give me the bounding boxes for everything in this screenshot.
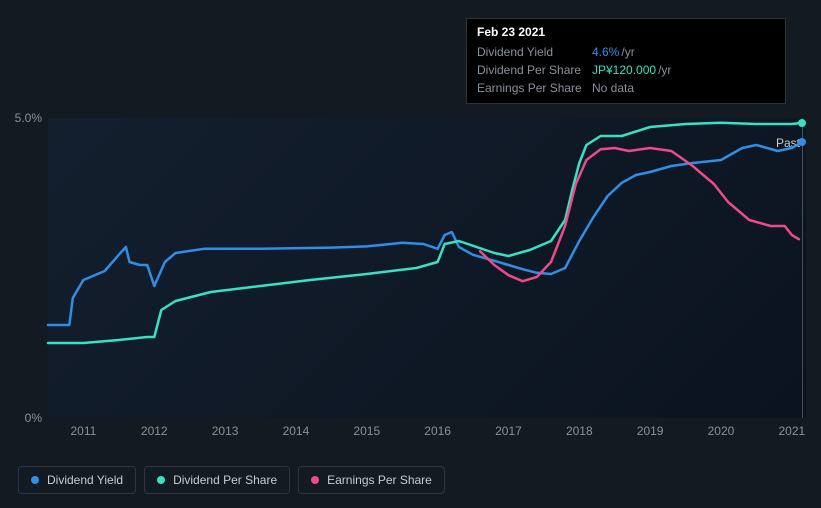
dividend-chart: Feb 23 2021 Dividend Yield4.6% /yrDivide…	[0, 0, 821, 508]
x-axis-label: 2012	[141, 424, 168, 438]
x-axis-label: 2015	[353, 424, 380, 438]
x-axis-label: 2019	[637, 424, 664, 438]
legend-dot-icon	[157, 476, 165, 484]
tooltip-row: Dividend Per ShareJP¥120.000 /yr	[477, 61, 775, 79]
tooltip-row-value: 4.6%	[592, 45, 619, 59]
chart-legend: Dividend Yield Dividend Per Share Earnings…	[18, 466, 445, 494]
legend-label: Earnings Per Share	[327, 473, 432, 487]
tooltip-row-label: Dividend Yield	[477, 45, 592, 59]
tooltip-date: Feb 23 2021	[477, 25, 775, 39]
plot-area[interactable]: Past 0%5.0%20112012201320142015201620172…	[48, 118, 806, 418]
x-axis-label: 2011	[71, 424, 97, 438]
x-axis-label: 2020	[708, 424, 735, 438]
legend-item[interactable]: Earnings Per Share	[298, 466, 445, 494]
series-end-dot	[798, 138, 806, 146]
tooltip-row-value: No data	[592, 81, 634, 95]
y-axis-label: 0%	[25, 411, 42, 425]
tooltip-row-unit: /yr	[621, 45, 634, 59]
legend-dot-icon	[31, 476, 39, 484]
legend-label: Dividend Yield	[47, 473, 123, 487]
chart-lines	[48, 118, 806, 418]
tooltip-row: Dividend Yield4.6% /yr	[477, 43, 775, 61]
x-axis-label: 2021	[778, 424, 805, 438]
x-axis-label: 2018	[566, 424, 593, 438]
tooltip-row-label: Dividend Per Share	[477, 63, 592, 77]
legend-item[interactable]: Dividend Per Share	[144, 466, 290, 494]
legend-label: Dividend Per Share	[173, 473, 277, 487]
legend-dot-icon	[311, 476, 319, 484]
x-axis-label: 2014	[283, 424, 310, 438]
series-end-dot	[798, 119, 806, 127]
tooltip-row-unit: /yr	[658, 63, 671, 77]
legend-item[interactable]: Dividend Yield	[18, 466, 136, 494]
tooltip-row-value: JP¥120.000	[592, 63, 656, 77]
tooltip-row: Earnings Per ShareNo data	[477, 79, 775, 97]
x-axis-label: 2017	[495, 424, 522, 438]
y-axis-label: 5.0%	[15, 111, 42, 125]
x-axis-label: 2013	[212, 424, 239, 438]
chart-tooltip: Feb 23 2021 Dividend Yield4.6% /yrDivide…	[466, 18, 786, 104]
x-axis-label: 2016	[424, 424, 451, 438]
tooltip-row-label: Earnings Per Share	[477, 81, 592, 95]
